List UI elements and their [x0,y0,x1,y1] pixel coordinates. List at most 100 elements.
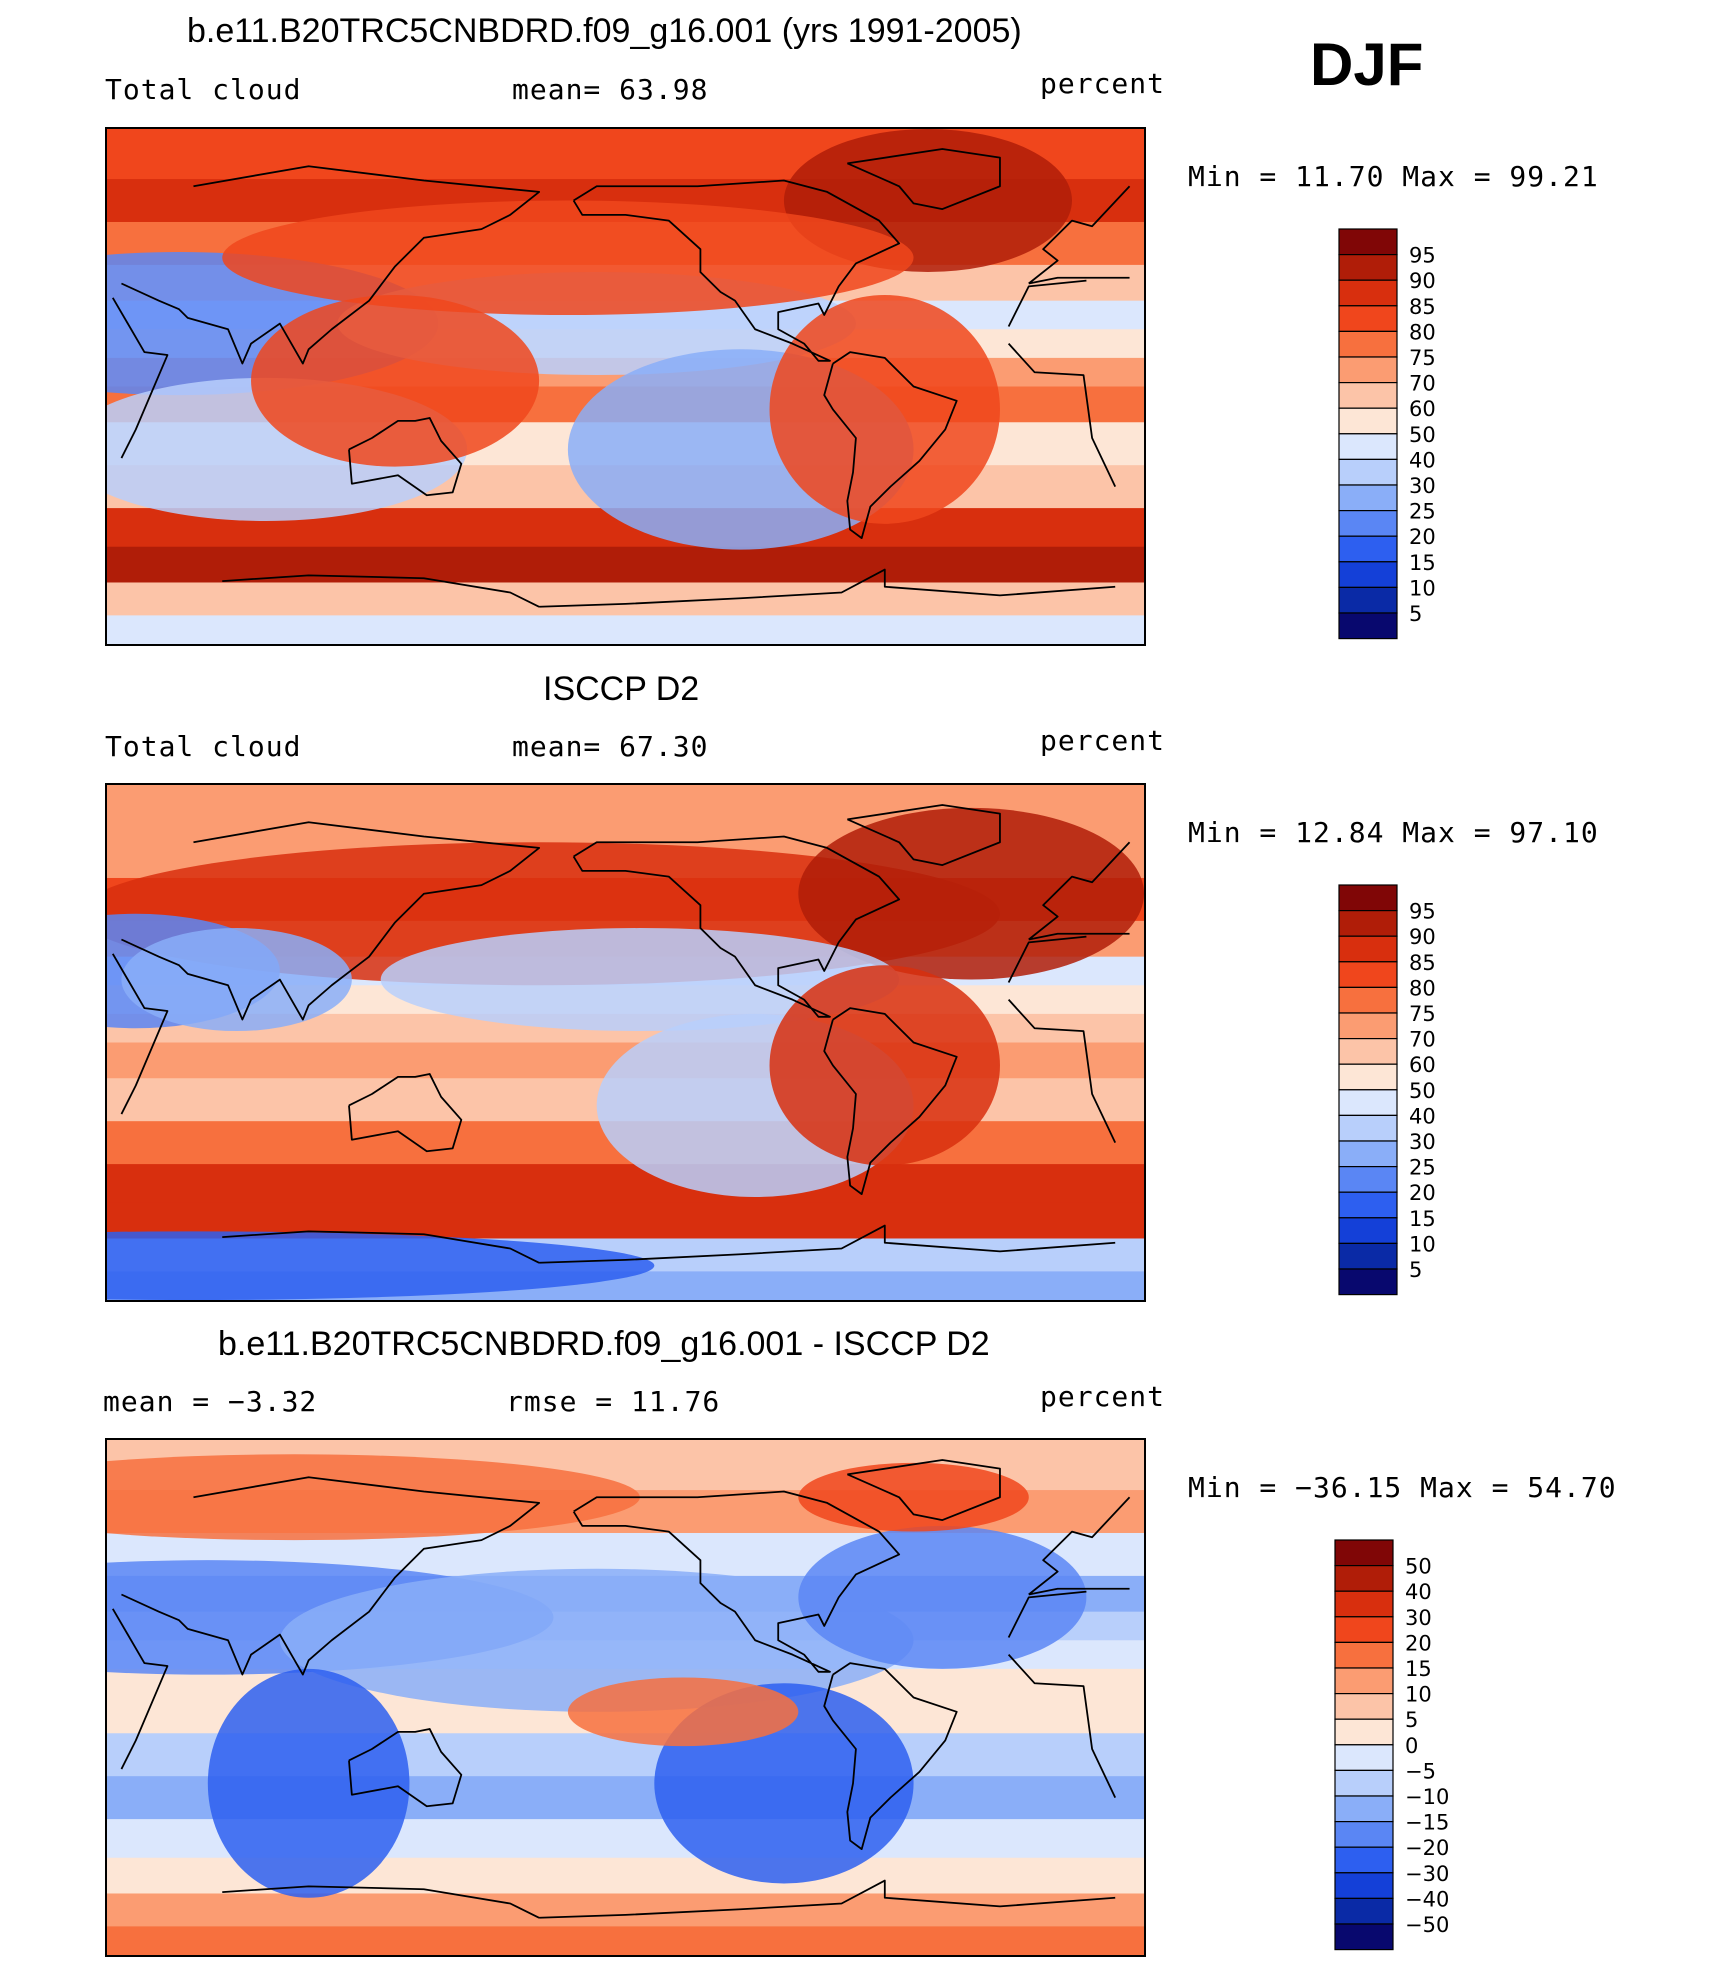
colorbar-tick-label: 15 [1409,1207,1436,1231]
colorbar-box [1334,1539,1394,1567]
coastline-greenland [846,148,1001,210]
colorbar-box [1338,382,1398,409]
colorbar-tick-label: 30 [1409,474,1436,498]
zonal-band [107,1893,1144,1927]
colorbar-box [1338,1191,1398,1219]
colorbar-tick-label: 30 [1409,1130,1436,1154]
colorbar-box [1338,884,1398,912]
panel-1-title: b.e11.B20TRC5CNBDRD.f09_g16.001 (yrs 199… [187,12,1022,50]
panel-1-variable-label: Total cloud [105,73,302,106]
colorbar-tick-label: 75 [1409,346,1436,370]
coastline-north-america [572,835,901,1018]
panel-2-variable-label: Total cloud [105,730,302,763]
colorbar-tick-label: 20 [1409,525,1436,549]
colorbar-box [1338,433,1398,461]
colorbar-tick-label: 40 [1409,1104,1436,1128]
colorbar-box [1338,910,1398,937]
regional-anomaly [207,1668,410,1898]
colorbar-box [1338,1217,1398,1244]
colorbar-tick-label: 95 [1409,244,1436,268]
colorbar-tick-label: 5 [1405,1708,1418,1732]
zonal-band [107,582,1144,616]
zonal-band [107,615,1144,644]
panel-3-units-label: percent [1040,1380,1166,1413]
colorbar-tick-label: 40 [1409,448,1436,472]
coastline-africa [112,935,1117,1144]
regional-anomaly [279,1568,914,1712]
regional-anomaly [107,1454,640,1541]
panel-2-field [107,785,1144,1300]
colorbar-tick-label: 85 [1409,951,1436,975]
colorbar-box [1338,1140,1398,1168]
regional-anomaly [107,1231,655,1300]
colorbar-box [1338,535,1398,563]
colorbar-box [1334,1821,1394,1848]
colorbar-box [1338,254,1398,281]
colorbar-tick-label: 70 [1409,1028,1436,1052]
colorbar-tick-label: 10 [1405,1683,1432,1707]
coastline-africa [112,1590,1117,1799]
colorbar-box [1338,407,1398,435]
colorbar-box [1334,1872,1394,1899]
colorbar-box [1338,586,1398,614]
colorbar-box [1334,1667,1394,1695]
colorbar-box [1338,1114,1398,1142]
colorbar-box [1338,561,1398,588]
colorbar-tick-label: 0 [1405,1734,1418,1758]
colorbar-tick-label: 50 [1409,1079,1436,1103]
regional-anomaly [798,1525,1087,1669]
coastline-north-america [572,179,901,362]
colorbar-box [1334,1641,1394,1669]
colorbar-tick-label: 60 [1409,1053,1436,1077]
coastline-south-america [823,1007,958,1196]
panel-3-title: b.e11.B20TRC5CNBDRD.f09_g16.001 - ISCCP … [218,1325,990,1363]
coastline-south-america [823,351,958,540]
panel-3-minmax: Min = −36.15 Max = 54.70 [1188,1471,1617,1504]
coastline-greenland [846,1459,1001,1521]
coastline-antarctica [222,568,1116,608]
colorbar-tick-label: 30 [1405,1606,1432,1630]
panel-1-map [105,127,1146,646]
regional-anomaly [769,294,1000,524]
colorbar-tick-label: 90 [1409,269,1436,293]
coastline-antarctica [222,1879,1116,1919]
colorbar-box [1338,1012,1398,1040]
colorbar-box [1334,1897,1394,1925]
regional-anomaly [567,1677,799,1747]
colorbar-tick-label: −40 [1405,1887,1449,1911]
colorbar-tick-label: −20 [1405,1836,1449,1860]
coastline-australia [348,417,463,497]
coastline-europe-asia [121,821,1131,1021]
panel-3-field [107,1440,1144,1955]
zonal-band [107,1926,1144,1955]
colorbar-box [1334,1565,1394,1592]
panel-2-units-label: percent [1040,724,1166,757]
coastline-europe-asia [121,165,1131,365]
regional-anomaly [769,965,1000,1166]
coastline-australia [348,1073,463,1153]
colorbar-box [1334,1744,1394,1772]
panel-2-title: ISCCP D2 [543,670,700,708]
colorbar-box [1338,305,1398,333]
colorbar-tick-label: 25 [1409,500,1436,524]
colorbar-tick-label: −15 [1405,1811,1449,1835]
colorbar-tick-label: 50 [1405,1555,1432,1579]
colorbar-box [1338,1089,1398,1117]
panel-2-map [105,783,1146,1302]
colorbar-tick-label: 60 [1409,397,1436,421]
colorbar-tick-label: −5 [1405,1759,1436,1783]
colorbar-tick-label: 50 [1409,423,1436,447]
colorbar-box [1338,1268,1398,1296]
colorbar-box [1338,612,1398,640]
colorbar-tick-label: 15 [1409,551,1436,575]
panel-3-rmse-label: rmse = 11.76 [506,1385,721,1418]
colorbar-tick-label: 10 [1409,576,1436,600]
colorbar-box [1334,1693,1394,1720]
coastline-australia [348,1728,463,1808]
colorbar-box [1338,510,1398,537]
colorbar-box [1338,1063,1398,1091]
colorbar-tick-label: 20 [1409,1181,1436,1205]
regional-anomaly [798,1462,1029,1532]
colorbar-box [1334,1846,1394,1874]
